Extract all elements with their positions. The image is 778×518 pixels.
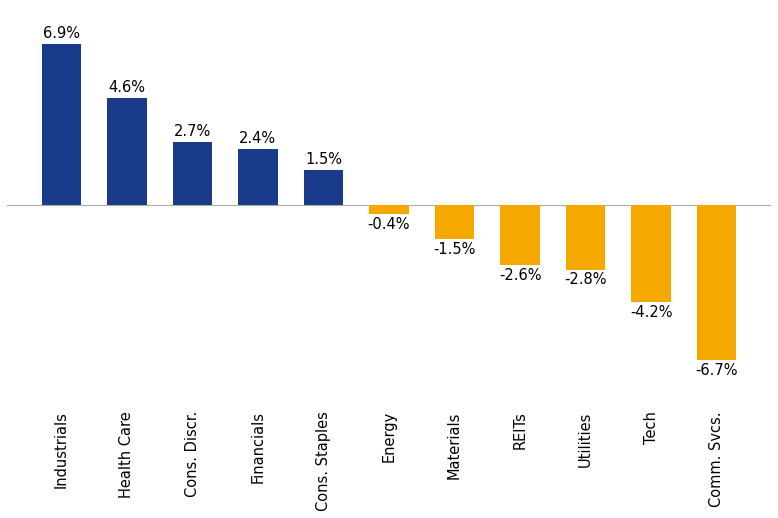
Bar [107,97,146,205]
Text: 2.7%: 2.7% [173,124,211,139]
Bar [42,44,81,205]
Bar [566,205,605,270]
Text: 2.4%: 2.4% [240,131,276,146]
Text: 1.5%: 1.5% [305,152,342,167]
Text: -1.5%: -1.5% [433,242,475,257]
Text: -6.7%: -6.7% [696,363,738,378]
Text: 6.9%: 6.9% [43,26,80,41]
Bar [238,149,278,205]
Bar [500,205,540,265]
Bar [303,170,343,205]
Bar [370,205,408,214]
Text: -0.4%: -0.4% [368,217,410,232]
Bar [632,205,671,302]
Text: -2.8%: -2.8% [564,272,607,287]
Bar [697,205,736,361]
Text: 4.6%: 4.6% [108,80,145,95]
Text: -4.2%: -4.2% [630,305,672,320]
Text: -2.6%: -2.6% [499,268,541,283]
Bar [435,205,475,239]
Bar [173,142,212,205]
